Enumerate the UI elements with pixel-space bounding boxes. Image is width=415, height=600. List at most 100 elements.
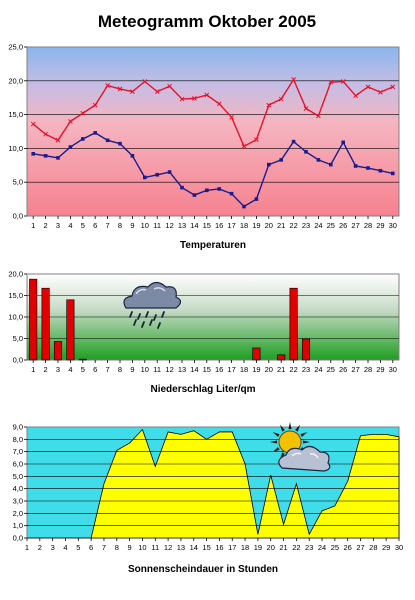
sunshine-xtick-label: 25 bbox=[331, 543, 339, 552]
precipitation-xtick-label: 26 bbox=[339, 365, 347, 374]
precipitation-xtick-label: 4 bbox=[68, 365, 72, 374]
temperature-point bbox=[204, 92, 210, 98]
temperature-xtick-label: 10 bbox=[141, 221, 149, 230]
temperature-xtick-label: 13 bbox=[178, 221, 186, 230]
sunshine-xtick-label: 15 bbox=[202, 543, 210, 552]
temperature-point bbox=[242, 204, 246, 209]
temperature-ytick-label: 10,0 bbox=[8, 144, 23, 153]
temperature-xtick-label: 6 bbox=[93, 221, 97, 230]
temperature-xtick-label: 28 bbox=[364, 221, 372, 230]
precipitation-bar bbox=[78, 358, 87, 361]
sunshine-ytick-label: 3,0 bbox=[13, 497, 23, 506]
precipitation-xtick-label: 30 bbox=[389, 365, 397, 374]
sunshine-ytick-label: 4,0 bbox=[13, 484, 23, 493]
sunshine-ytick-label: 1,0 bbox=[13, 521, 23, 530]
temperature-point bbox=[266, 102, 272, 108]
sunshine-xtick-label: 16 bbox=[215, 543, 223, 552]
temperature-point bbox=[254, 197, 259, 201]
temperature-point bbox=[192, 96, 197, 101]
precipitation-xtick-label: 12 bbox=[165, 365, 173, 374]
precipitation-xtick-label: 21 bbox=[277, 365, 285, 374]
sunshine-ytick-label: 6,0 bbox=[13, 460, 23, 469]
temperature-point bbox=[192, 193, 197, 197]
precipitation-xtick-label: 10 bbox=[141, 365, 149, 374]
temperature-point bbox=[291, 139, 296, 144]
temperature-xtick-label: 15 bbox=[203, 221, 211, 230]
temperature-ytick-label: 25,0 bbox=[8, 43, 23, 52]
temperature-point bbox=[93, 131, 97, 135]
sunshine-ytick-label: 7,0 bbox=[13, 447, 23, 456]
precipitation-bar bbox=[289, 287, 298, 361]
precipitation-bar bbox=[53, 341, 63, 361]
temperature-point bbox=[267, 162, 271, 167]
temperature-xtick-label: 2 bbox=[44, 221, 48, 230]
temperature-xtick-label: 1 bbox=[31, 221, 35, 230]
temperature-point bbox=[229, 114, 234, 120]
temperature-point bbox=[365, 84, 371, 90]
sunshine-xtick-label: 30 bbox=[395, 543, 403, 552]
temperature-xtick-label: 4 bbox=[68, 221, 72, 230]
temperature-xtick-label: 8 bbox=[118, 221, 122, 230]
temperature-xtick-label: 21 bbox=[277, 221, 285, 230]
temperature-point bbox=[143, 175, 147, 180]
precipitation-xtick-label: 24 bbox=[314, 365, 322, 374]
precipitation-ytick-label: 0,0 bbox=[13, 356, 23, 365]
precipitation-xtick-label: 23 bbox=[302, 365, 310, 374]
precipitation-chart: 0,05,010,015,020,01 2 3 4 5 6 7 8 9 10 11 12 13 14 15 1… bbox=[8, 270, 400, 395]
precipitation-xtick-label: 2 bbox=[44, 365, 48, 374]
temperature-point bbox=[279, 158, 283, 162]
temperature-xtick-label: 9 bbox=[130, 221, 134, 230]
sunshine-ytick-label: 8,0 bbox=[13, 435, 23, 444]
sunshine-chart: 0,01,02,03,04,05,06,07,08,09,01 2 3 4 5 6 7 8 9 1… bbox=[13, 422, 403, 575]
temperature-point bbox=[105, 83, 110, 88]
temperature-point bbox=[30, 121, 36, 127]
sunshine-xtick-label: 23 bbox=[305, 543, 313, 552]
precipitation-xtick-label: 6 bbox=[93, 365, 97, 374]
sunshine-xtick-label: 2 bbox=[38, 543, 42, 552]
sunshine-xtick-label: 28 bbox=[369, 543, 377, 552]
temperature-series-min-line bbox=[33, 132, 393, 208]
precipitation-xtick-label: 3 bbox=[56, 365, 60, 374]
sunshine-xtick-label: 3 bbox=[51, 543, 55, 552]
precipitation-bar bbox=[66, 299, 75, 361]
temperature-point bbox=[130, 89, 135, 94]
temperature-xtick-label: 30 bbox=[389, 221, 397, 230]
temperature-point bbox=[229, 191, 234, 196]
temperature-xtick-label: 11 bbox=[153, 221, 161, 230]
temperature-point bbox=[205, 188, 209, 193]
sunshine-xtick-label: 24 bbox=[318, 543, 326, 552]
precipitation-xtick-label: 18 bbox=[240, 365, 248, 374]
sunshine-xtick-label: 19 bbox=[254, 543, 262, 552]
sunshine-xtick-label: 5 bbox=[76, 543, 80, 552]
precipitation-xtick-label: 17 bbox=[227, 365, 235, 374]
temperature-point bbox=[316, 113, 321, 119]
sunshine-ytick-label: 9,0 bbox=[13, 423, 23, 432]
precipitation-ytick-label: 10,0 bbox=[8, 313, 23, 322]
precipitation-ytick-label: 20,0 bbox=[8, 270, 23, 279]
temperature-point bbox=[68, 119, 73, 124]
sunshine-xtick-label: 12 bbox=[164, 543, 172, 552]
temperature-xtick-label: 12 bbox=[165, 221, 173, 230]
precipitation-xtick-label: 9 bbox=[130, 365, 134, 374]
precipitation-xtick-label: 8 bbox=[118, 365, 122, 374]
sunshine-xlabel: Sonnenscheindauer in Stunden bbox=[128, 564, 278, 575]
temperature-point bbox=[353, 93, 358, 99]
temperature-xtick-label: 14 bbox=[190, 221, 198, 230]
temperature-ytick-label: 15,0 bbox=[8, 110, 23, 119]
temperature-ytick-label: 5,0 bbox=[13, 178, 23, 187]
precipitation-xtick-label: 22 bbox=[289, 365, 297, 374]
temperature-point bbox=[154, 89, 160, 94]
precipitation-xtick-label: 11 bbox=[153, 365, 161, 374]
temperature-point bbox=[303, 106, 309, 111]
rain-cloud-icon bbox=[123, 281, 182, 329]
sunshine-xtick-label: 17 bbox=[228, 543, 236, 552]
temperature-point bbox=[217, 187, 221, 191]
sunshine-area bbox=[27, 428, 400, 539]
sunshine-xtick-label: 22 bbox=[292, 543, 300, 552]
temperature-point bbox=[142, 79, 148, 84]
precipitation-xtick-label: 25 bbox=[327, 365, 335, 374]
temperature-point bbox=[304, 149, 308, 154]
precipitation-xlabel: Niederschlag Liter/qm bbox=[150, 384, 255, 395]
sunshine-ytick-label: 5,0 bbox=[13, 472, 23, 481]
